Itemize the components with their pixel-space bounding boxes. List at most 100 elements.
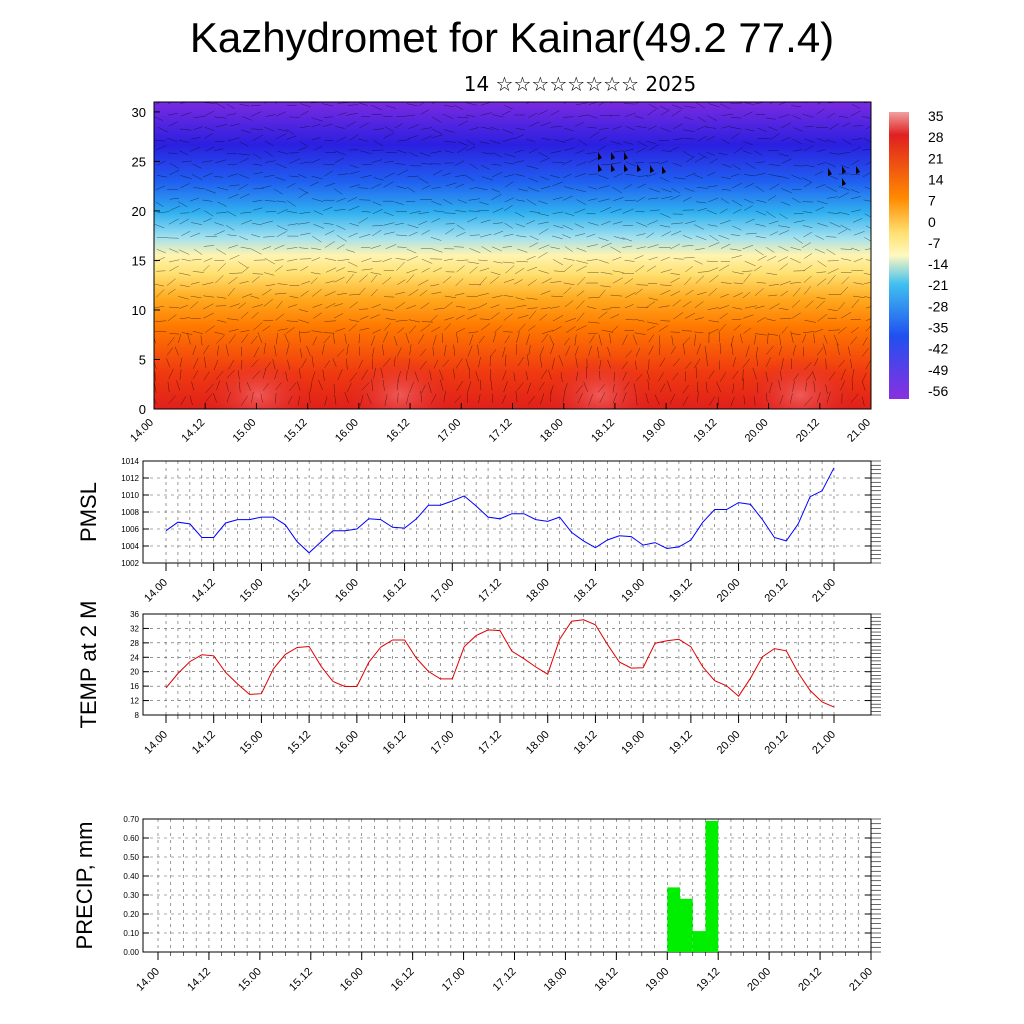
heatmap-hotspot (203, 355, 313, 409)
wind-barb (336, 234, 347, 242)
wind-barb (705, 381, 708, 393)
wind-barb (598, 311, 608, 319)
wind-barb (577, 139, 588, 146)
wind-barb (780, 290, 789, 297)
colorbar-label: -49 (928, 362, 948, 378)
wind-barb (576, 260, 588, 264)
wind-barb (588, 345, 592, 356)
wind-barb (190, 281, 200, 285)
x-tick-label: 18.00 (538, 417, 566, 445)
wind-barb (226, 103, 235, 110)
wind-barb (757, 127, 768, 132)
wind-barb (673, 138, 683, 141)
wind-barb (241, 293, 253, 298)
wind-barb (514, 160, 525, 163)
wind-barb (540, 393, 545, 405)
wind-barb (466, 139, 475, 146)
wind-barb (732, 357, 736, 367)
wind-barb (333, 332, 335, 344)
wind-barb (538, 381, 545, 391)
wind-barb (598, 334, 602, 346)
wind-barb (529, 242, 539, 248)
wind-barb (360, 150, 372, 154)
wind-barb (755, 161, 765, 164)
wind-barb (813, 329, 824, 333)
wind-barb (372, 208, 383, 214)
wind-barb (768, 283, 780, 286)
wind-barb (228, 193, 239, 199)
wind-barb (685, 289, 694, 296)
wind-barb (359, 233, 371, 238)
wind-barb (272, 359, 276, 370)
y-tick-label: 1012 (121, 474, 139, 483)
wind-barb (456, 224, 465, 231)
wind-barb (768, 220, 779, 225)
wind-barb (193, 248, 203, 255)
y-tick-label: 1010 (121, 491, 139, 500)
wind-barb (490, 126, 500, 131)
x-tick-label: 18.12 (572, 729, 600, 757)
wind-barb (457, 141, 468, 146)
wind-barb (190, 232, 201, 238)
wind-barb (575, 189, 586, 193)
wind-barb (635, 347, 641, 357)
wind-barb (181, 332, 193, 335)
wind-barb (274, 369, 278, 380)
wind-barb (420, 390, 423, 403)
wind-barb (253, 346, 260, 358)
wind-barb (336, 348, 345, 357)
wind-barb (264, 126, 275, 132)
wind-barb (755, 288, 764, 296)
wind-barb (226, 370, 235, 379)
series-line (165, 467, 835, 554)
wind-barb (167, 336, 175, 346)
wind-barb (816, 108, 825, 115)
colorbar-label: 35 (928, 108, 944, 124)
wind-barb (802, 333, 807, 344)
wind-barb (565, 345, 571, 356)
wind-barb (672, 372, 679, 381)
wind-barb (865, 306, 871, 309)
wind-barb (697, 271, 710, 273)
wind-barb (445, 182, 457, 187)
wind-barb (324, 291, 336, 297)
wind-barb (754, 334, 757, 345)
wind-barb (156, 248, 166, 254)
wind-barb (539, 346, 545, 357)
wind-barb (430, 237, 442, 241)
wind-barb (481, 152, 494, 155)
wind-barb (504, 223, 514, 229)
wind-barb (154, 381, 157, 393)
wind-barb (538, 244, 550, 250)
x-tick-label: 15.12 (285, 729, 313, 757)
wind-barb (622, 148, 634, 152)
y-tick-label: 24 (130, 653, 139, 662)
wind-barb (252, 199, 263, 203)
wind-barb (481, 246, 492, 253)
wind-barb (431, 291, 442, 295)
wind-barb (562, 173, 572, 178)
wind-barb (313, 312, 322, 319)
wind-barb (301, 280, 311, 285)
wind-barb (574, 173, 586, 178)
wind-barb (168, 121, 178, 127)
wind-barb (541, 137, 552, 141)
wind-barb (481, 126, 493, 130)
wind-barb (599, 359, 602, 370)
wind-barb (312, 303, 323, 308)
wind-barb (503, 295, 514, 297)
wind-barb (216, 319, 227, 323)
wind-barb (239, 157, 249, 163)
y-tick-label: 0.20 (123, 910, 139, 919)
precip-bar (680, 898, 693, 952)
wind-barb (418, 212, 430, 214)
wind-barb (479, 318, 490, 320)
wind-barb (371, 304, 381, 309)
wind-barb (299, 348, 303, 358)
wind-barb (673, 123, 684, 129)
wind-barb (383, 132, 395, 139)
wind-barb (420, 109, 430, 115)
wind-barb (308, 391, 311, 404)
wind-barb (469, 334, 474, 346)
wind-barb (395, 319, 408, 322)
